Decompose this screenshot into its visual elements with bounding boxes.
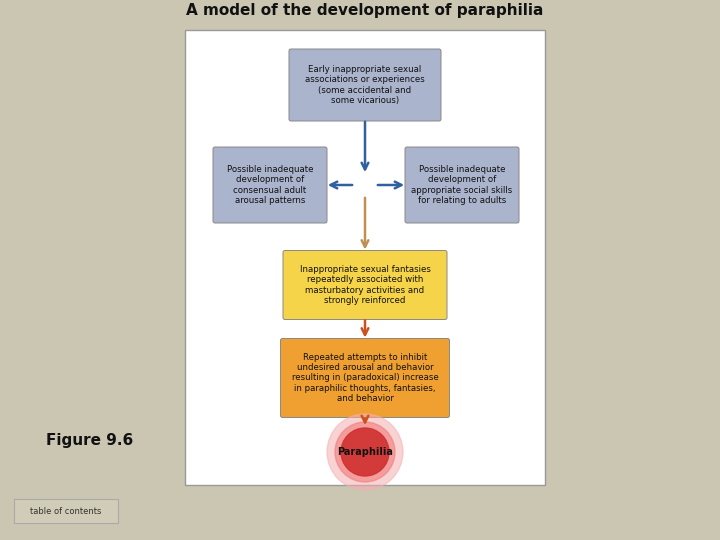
Text: Paraphilia: Paraphilia [337,447,393,457]
FancyBboxPatch shape [14,499,118,523]
Circle shape [327,414,403,490]
Text: Possible inadequate
development of
consensual adult
arousal patterns: Possible inadequate development of conse… [227,165,313,205]
Circle shape [335,422,395,482]
FancyBboxPatch shape [213,147,327,223]
Text: Repeated attempts to inhibit
undesired arousal and behavior
resulting in (parado: Repeated attempts to inhibit undesired a… [292,353,438,403]
Text: Possible inadequate
development of
appropriate social skills
for relating to adu: Possible inadequate development of appro… [411,165,513,205]
Text: table of contents: table of contents [30,507,102,516]
FancyBboxPatch shape [281,339,449,417]
FancyBboxPatch shape [405,147,519,223]
Circle shape [341,428,389,476]
FancyBboxPatch shape [185,30,545,485]
Text: Early inappropriate sexual
associations or experiences
(some accidental and
some: Early inappropriate sexual associations … [305,65,425,105]
Text: A model of the development of paraphilia: A model of the development of paraphilia [186,3,544,17]
FancyBboxPatch shape [289,49,441,121]
FancyBboxPatch shape [283,251,447,320]
Text: Inappropriate sexual fantasies
repeatedly associated with
masturbatory activitie: Inappropriate sexual fantasies repeatedl… [300,265,431,305]
Text: Figure 9.6: Figure 9.6 [46,433,134,448]
